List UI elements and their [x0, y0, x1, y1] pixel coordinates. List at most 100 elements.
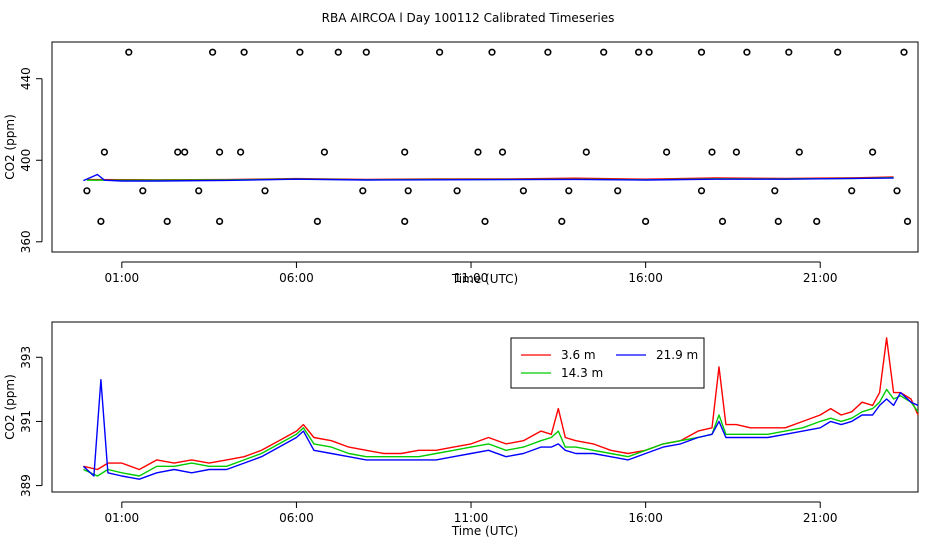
top-series-line-2 — [83, 173, 894, 182]
top-x-tick-label: 06:00 — [279, 271, 314, 285]
top-data-point — [813, 217, 821, 225]
top-data-point — [359, 187, 367, 195]
bot-x-tick-label: 21:00 — [803, 511, 838, 525]
bot-y-tick-label: 389 — [19, 474, 33, 497]
bot-x-tick-label: 16:00 — [628, 511, 663, 525]
top-data-point — [436, 48, 444, 56]
top-data-point — [488, 48, 496, 56]
top-panel: 01:00 06:00 11:00 16:00 21:00 360 400 440 Time… — [3, 41, 919, 286]
top-data-point — [261, 187, 269, 195]
top-data-point — [900, 48, 908, 56]
bot-x-tick-label: 11:00 — [454, 511, 489, 525]
top-data-point — [519, 187, 528, 195]
bot-x-tick-label: 06:00 — [279, 511, 314, 525]
top-data-point — [645, 48, 653, 56]
bottom-series-group — [82, 337, 919, 480]
top-data-point — [582, 148, 590, 156]
top-data-point — [848, 187, 856, 195]
top-data-point — [100, 148, 108, 156]
legend-label-3-6m: 3.6 m — [561, 348, 596, 362]
top-x-tick-label: 11:00 — [454, 271, 489, 285]
top-data-point — [401, 148, 409, 156]
bottom-x-axis: 01:00 06:00 11:00 16:00 21:00 — [105, 501, 838, 525]
top-data-point — [600, 48, 608, 56]
top-data-point — [216, 217, 224, 225]
top-data-point — [771, 187, 779, 195]
top-data-point — [868, 148, 877, 156]
top-data-point — [558, 217, 566, 225]
top-data-point — [404, 187, 412, 195]
bottom-plot-frame — [51, 321, 919, 493]
top-data-point — [334, 48, 342, 56]
top-data-point — [697, 187, 706, 195]
top-data-point — [125, 48, 133, 56]
bottom-x-axis-label: Time (UTC) — [451, 524, 518, 538]
top-data-point — [453, 187, 461, 195]
legend-label-21-9m: 21.9 m — [656, 348, 698, 362]
legend-box — [510, 337, 705, 389]
top-data-point — [139, 187, 147, 195]
bot-series-line-0 — [83, 337, 919, 471]
top-data-point — [544, 48, 552, 56]
top-data-point — [216, 148, 224, 156]
top-data-point — [708, 148, 716, 156]
top-data-point — [774, 217, 782, 225]
legend: 3.6 m 14.3 m 21.9 m — [510, 337, 705, 389]
top-x-tick-label: 01:00 — [105, 271, 140, 285]
bot-y-tick-label: 391 — [19, 410, 33, 433]
top-data-point — [174, 148, 182, 156]
top-points-group — [83, 48, 912, 225]
top-y-tick-label: 400 — [19, 149, 33, 172]
top-data-point — [743, 48, 751, 56]
top-data-point — [565, 187, 573, 195]
top-data-point — [313, 217, 322, 225]
top-x-tick-label: 21:00 — [803, 271, 838, 285]
top-data-point — [697, 48, 706, 56]
top-series-group — [83, 173, 894, 182]
top-data-point — [834, 48, 842, 56]
top-y-axis-label: CO2 (ppm) — [3, 114, 17, 180]
bottom-y-axis: 389 391 393 — [19, 346, 43, 497]
top-data-point — [641, 217, 650, 225]
top-data-point — [785, 48, 793, 56]
top-y-tick-label: 360 — [19, 230, 33, 253]
top-plot-frame — [51, 41, 919, 253]
top-data-point — [614, 187, 622, 195]
bottom-y-axis-label: CO2 (ppm) — [3, 374, 17, 440]
top-data-point — [481, 217, 489, 225]
bot-series-line-1 — [83, 388, 919, 477]
top-data-point — [732, 148, 741, 156]
top-data-point — [893, 187, 901, 195]
top-data-point — [97, 217, 105, 225]
bot-x-tick-label: 01:00 — [105, 511, 140, 525]
top-data-point — [83, 187, 91, 195]
top-x-axis: 01:00 06:00 11:00 16:00 21:00 — [105, 261, 838, 285]
top-x-tick-label: 16:00 — [628, 271, 663, 285]
top-y-tick-label: 440 — [19, 67, 33, 90]
top-data-point — [209, 48, 217, 56]
top-data-point — [181, 148, 189, 156]
page-title: RBA AIRCOA l Day 100112 Calibrated Times… — [322, 11, 615, 25]
top-data-point — [634, 48, 643, 56]
top-data-point — [498, 148, 507, 156]
top-data-point — [320, 148, 329, 156]
top-data-point — [195, 187, 203, 195]
top-data-point — [401, 217, 409, 225]
top-data-point — [662, 148, 671, 156]
top-data-point — [240, 48, 248, 56]
top-y-axis: 360 400 440 — [19, 67, 43, 253]
bot-y-tick-label: 393 — [19, 346, 33, 369]
top-data-point — [718, 217, 727, 225]
bottom-panel: 01:00 06:00 11:00 16:00 21:00 389 391 393 Time… — [3, 321, 919, 538]
top-x-axis-label: Time (UTC) — [451, 272, 518, 286]
top-data-point — [903, 217, 912, 225]
legend-label-14-3m: 14.3 m — [561, 366, 603, 380]
top-data-point — [163, 217, 171, 225]
top-data-point — [795, 148, 803, 156]
top-data-point — [362, 48, 370, 56]
top-data-point — [474, 148, 482, 156]
top-data-point — [237, 148, 245, 156]
top-data-point — [296, 48, 304, 56]
bot-series-line-2 — [82, 379, 919, 480]
